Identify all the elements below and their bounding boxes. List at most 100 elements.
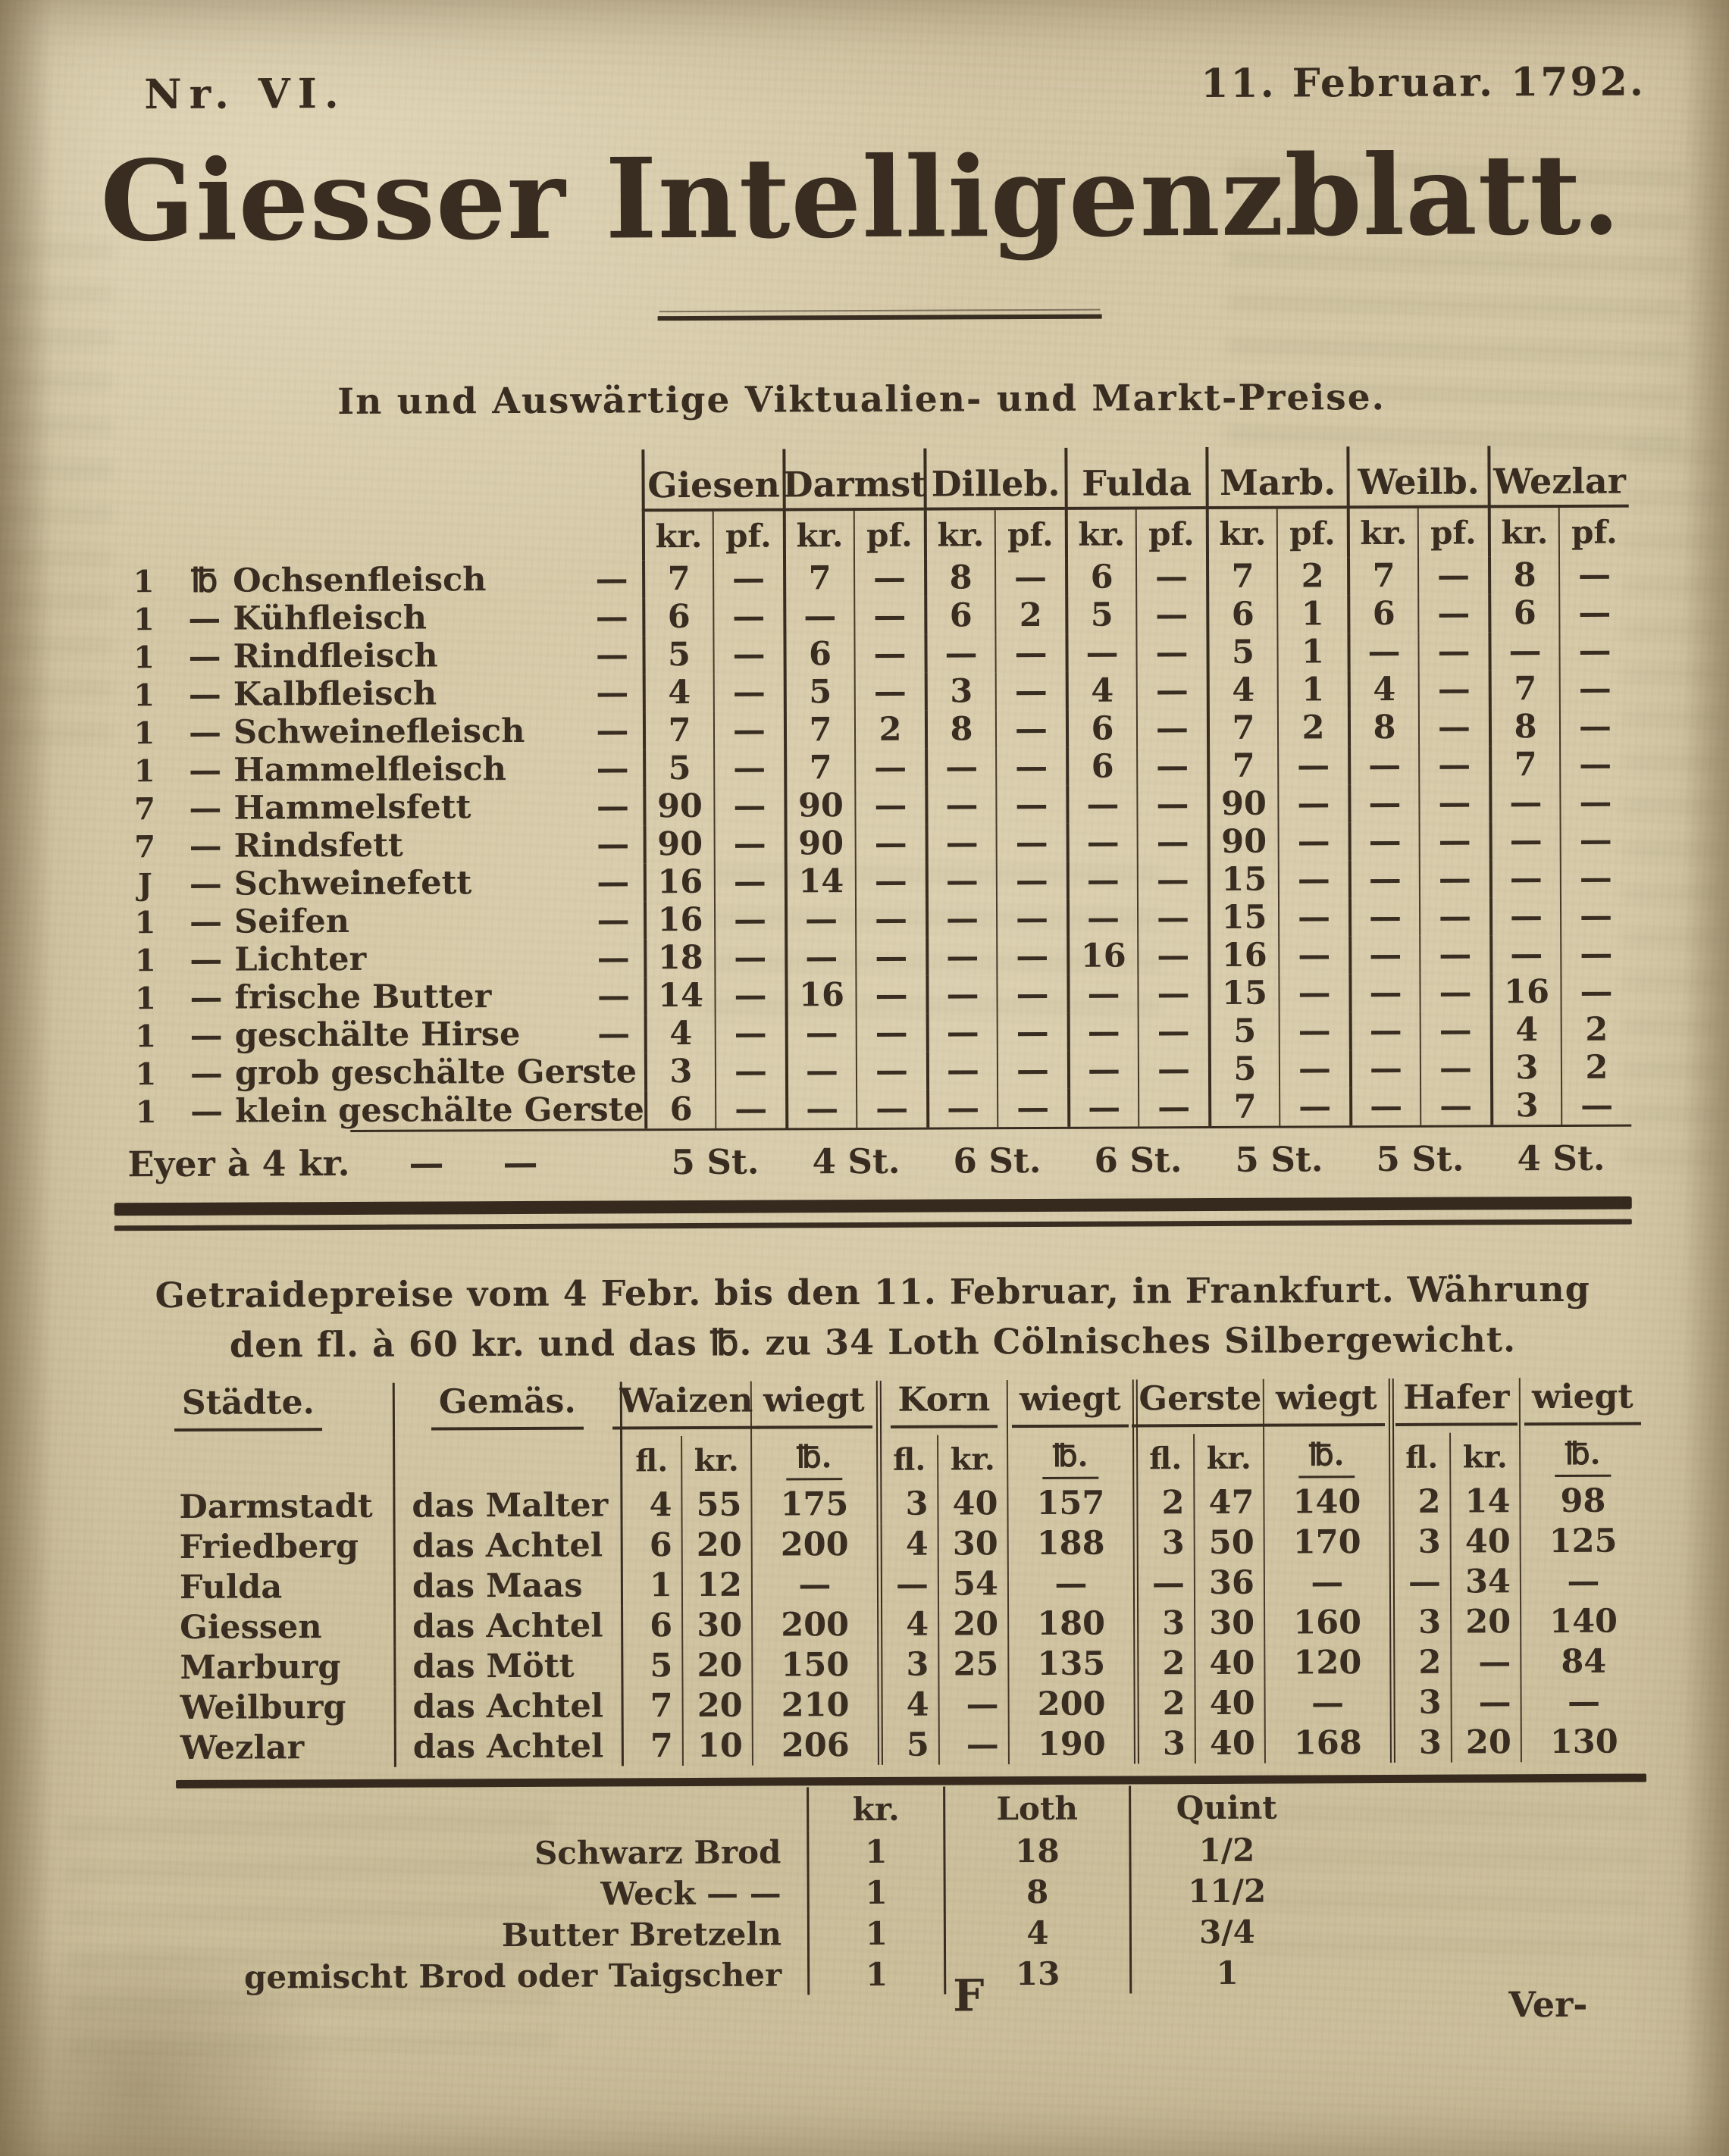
value-cell: —	[1132, 1563, 1195, 1604]
value-cell: 50	[1193, 1522, 1264, 1563]
value-cell: 1	[620, 1565, 682, 1606]
price-cell: 1	[1276, 633, 1348, 671]
value-cell: 3	[876, 1483, 938, 1524]
grain-city-row: Giessen das Achtel 6 30 200 4 20 180 3 3…	[175, 1601, 1646, 1648]
city-name: Wezlar	[180, 1728, 305, 1767]
price-cell: 18	[644, 938, 715, 978]
value-cell: 36	[1193, 1562, 1264, 1604]
price-cell: —	[1348, 935, 1420, 975]
quantity-cell: 7	[133, 790, 155, 827]
unit-cell: —	[190, 1054, 224, 1093]
kreuzer-header: kr.	[807, 1786, 944, 1832]
value-cell: 135	[1007, 1643, 1134, 1685]
price-cell: —	[1135, 709, 1207, 748]
price-cell: —	[713, 900, 785, 939]
price-cell: —	[1278, 974, 1349, 1012]
value-cell: 2	[1389, 1641, 1451, 1682]
value-cell: 2	[1132, 1482, 1194, 1523]
loth-value: 18	[943, 1829, 1129, 1872]
price-cell: 5	[1207, 1012, 1279, 1051]
commodity-name: Schweinefett	[233, 864, 472, 903]
eggs-value: 5 St.	[1376, 1138, 1464, 1179]
price-cell: —	[1067, 1088, 1139, 1127]
kreuzer-header: kr.	[681, 1435, 751, 1485]
price-cell: —	[995, 861, 1067, 900]
value-cell: —	[938, 1684, 1008, 1725]
price-cell: —	[995, 747, 1067, 787]
kreuzer-value: 1	[807, 1871, 944, 1913]
spacer-cell	[111, 536, 642, 538]
paper-corner-smudge	[0, 1929, 334, 2156]
eggs-row: Eyer à 4 kr. — — 5 St. 4 St. 6 St. 6 St.…	[114, 1127, 1631, 1196]
price-cell: —	[1558, 555, 1630, 594]
price-cell: —	[714, 1014, 785, 1053]
price-cell: 3	[924, 672, 995, 711]
price-cell: 6	[1065, 709, 1137, 748]
price-cell: 3	[1489, 1048, 1561, 1087]
loth-value: 8	[943, 1870, 1129, 1913]
price-cell: —	[1560, 972, 1631, 1011]
measure-name: das Achtel	[393, 1525, 621, 1566]
label-dash: —	[597, 825, 630, 864]
value-cell: 140	[1263, 1481, 1389, 1522]
price-cell: —	[925, 824, 996, 862]
price-cell: —	[1135, 596, 1207, 634]
value-cell: —	[1007, 1563, 1134, 1604]
price-cell: 8	[1488, 555, 1559, 595]
value-cell: —	[1519, 1560, 1646, 1602]
value-cell: 200	[1007, 1683, 1134, 1725]
price-cell: —	[713, 673, 784, 712]
pound-header: ℔.	[1007, 1434, 1133, 1484]
quantity-cell: 1	[135, 1018, 157, 1054]
value-cell: 4	[877, 1684, 938, 1725]
value-cell: 20	[1450, 1722, 1521, 1763]
value-cell: 150	[751, 1644, 878, 1685]
kreuzer-header: kr.	[1064, 509, 1136, 559]
price-cell: —	[996, 937, 1067, 976]
price-cell: —	[1418, 784, 1489, 822]
unit-cell: —	[189, 903, 223, 941]
price-cell: —	[1420, 1087, 1491, 1125]
price-cell: —	[1065, 634, 1136, 672]
price-cell: 1	[1276, 595, 1348, 634]
section-divider-heavy	[114, 1196, 1632, 1216]
commodity-name: Schweinefleisch	[233, 712, 525, 752]
value-cell: 84	[1520, 1641, 1646, 1682]
price-cell: —	[713, 825, 785, 863]
price-cell: 4	[1489, 1010, 1561, 1050]
price-cell: 3	[644, 1052, 716, 1091]
bread-row: Schwarz Brod 1 18 1/2	[268, 1829, 1330, 1874]
price-cell: 7	[784, 749, 855, 787]
commodity-name: Ochsenfleisch	[233, 561, 487, 600]
bread-price-table: kr. Loth Quint Schwarz Brod 1 18 1/2 Wec…	[244, 1785, 1330, 1997]
grain-heading-line2: den fl. à 60 kr. und das ℔. zu 34 Loth C…	[229, 1319, 1517, 1366]
price-cell: —	[855, 1051, 927, 1091]
pound-label: ℔.	[785, 1439, 843, 1481]
city-name: Friedberg	[179, 1527, 359, 1566]
price-cell: —	[996, 1050, 1068, 1090]
quantity-cell: 1	[133, 715, 155, 751]
eggs-value: 4 St.	[1517, 1137, 1605, 1178]
quint-value: 1/2	[1129, 1829, 1323, 1871]
price-cell: —	[1348, 973, 1420, 1012]
price-cell: —	[1559, 859, 1630, 897]
quint-value: 3/4	[1129, 1910, 1323, 1953]
city-header: Marb.	[1205, 446, 1347, 510]
quint-value: 1	[1129, 1951, 1323, 1994]
paper-edge-shadow	[1684, 0, 1729, 2156]
value-cell: —	[1264, 1682, 1390, 1723]
commodity-rows: 1 ℔ Ochsenfleisch — 7 — 7 — 8 — 6 — 7 2 …	[111, 555, 1632, 1131]
price-cell: —	[925, 748, 996, 787]
city-name: Darmstadt	[179, 1487, 373, 1526]
city-name: Weilburg	[180, 1688, 346, 1727]
price-cell: —	[1418, 897, 1490, 936]
price-cell: 5	[1065, 596, 1136, 634]
price-cell: —	[1348, 821, 1419, 861]
price-cell: —	[995, 899, 1067, 938]
grain-city-row: Friedberg das Achtel 6 20 200 4 30 188 3…	[175, 1520, 1646, 1567]
price-cell: 8	[1488, 707, 1560, 746]
pound-header: ℔.	[1263, 1432, 1389, 1482]
price-cell: 16	[643, 862, 714, 902]
price-cell: —	[1137, 1050, 1209, 1089]
quantity-cell: J	[137, 866, 152, 903]
